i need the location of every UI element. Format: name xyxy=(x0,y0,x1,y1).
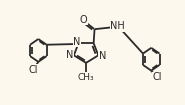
Text: CH₃: CH₃ xyxy=(78,73,94,82)
Text: N: N xyxy=(99,51,106,61)
Text: N: N xyxy=(66,50,73,60)
Text: Cl: Cl xyxy=(28,65,38,75)
Text: Cl: Cl xyxy=(152,72,162,82)
Text: N: N xyxy=(73,37,80,47)
Text: NH: NH xyxy=(110,21,125,31)
Text: O: O xyxy=(80,15,87,25)
